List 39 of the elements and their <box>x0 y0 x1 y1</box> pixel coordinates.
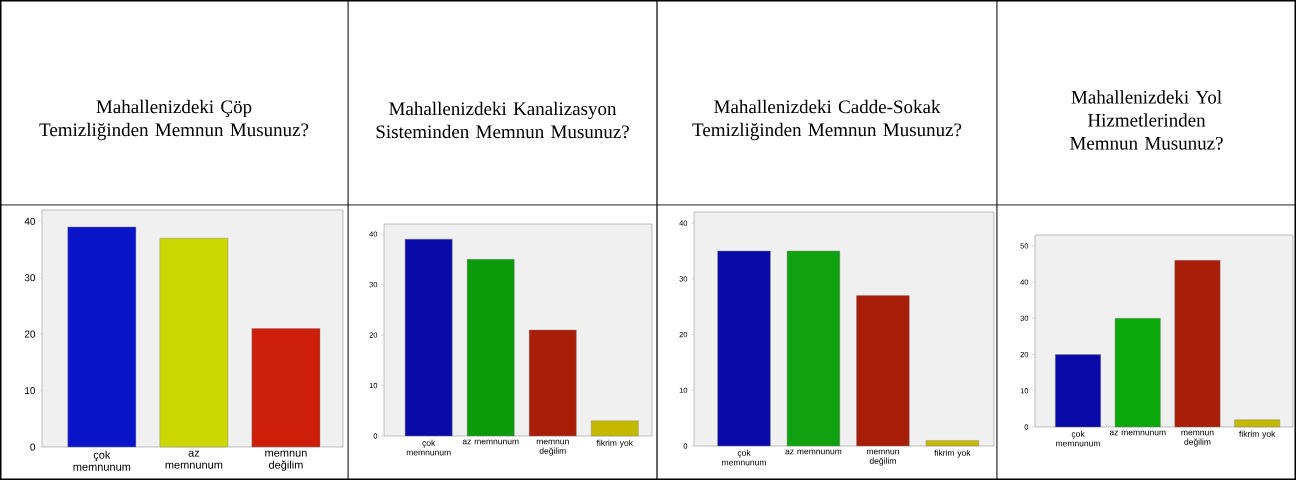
x-tick-label: çok memnunum <box>722 449 766 466</box>
bar <box>1174 260 1221 428</box>
y-tick-label: 20 <box>24 330 36 338</box>
bar <box>925 440 979 447</box>
bar <box>856 295 910 447</box>
y-tick-label: 30 <box>24 274 36 282</box>
y-tick-label: 10 <box>25 387 36 395</box>
x-tick-label: fikrim yok <box>596 439 633 448</box>
y-tick-label: 0 <box>30 443 36 451</box>
x-tick-label: memnun değilim <box>265 450 307 471</box>
bar <box>591 420 639 437</box>
bar <box>404 238 453 437</box>
chart-title: Mahallenizdeki Kanalizasyon Sisteminden Memnun Musunuz? <box>376 101 629 139</box>
bar <box>528 329 577 437</box>
bar <box>466 259 515 437</box>
x-tick-label: fikrim yok <box>934 449 971 458</box>
x-tick-label: çok memnunum <box>73 450 131 471</box>
bar <box>251 328 321 448</box>
x-tick-label: az memnunum <box>462 439 519 445</box>
x-tick-label: az memnunum <box>785 449 842 455</box>
bar <box>67 226 137 448</box>
bar <box>1055 354 1101 428</box>
x-tick-label: memnun değilim <box>1181 430 1214 447</box>
chart-title: Mahallenizdeki Cadde-Sokak Temizliğinden Memnun Musunuz? <box>692 99 962 141</box>
chart-title: Mahallenizdeki Yol Hizmetlerinden Memnun Musunuz? <box>1070 90 1223 150</box>
x-tick-label: az memnunum <box>165 450 223 469</box>
bar <box>159 238 229 448</box>
x-tick-label: memnun değilim <box>866 449 899 466</box>
x-tick-label: memnun değilim <box>536 439 569 456</box>
bar <box>717 250 771 447</box>
bar <box>1114 318 1161 428</box>
y-tick-label: 40 <box>24 217 36 225</box>
chart-title: Mahallenizdeki Çöp Temizliğinden Memnun Musunuz? <box>39 99 309 141</box>
x-tick-label: çok memnunum <box>406 439 451 456</box>
x-tick-label: fikrim yok <box>1239 430 1276 439</box>
bar <box>786 250 841 447</box>
bar <box>1234 419 1281 428</box>
x-tick-label: çok memnunum <box>1056 430 1100 447</box>
x-tick-label: az memnunum <box>1109 430 1166 436</box>
